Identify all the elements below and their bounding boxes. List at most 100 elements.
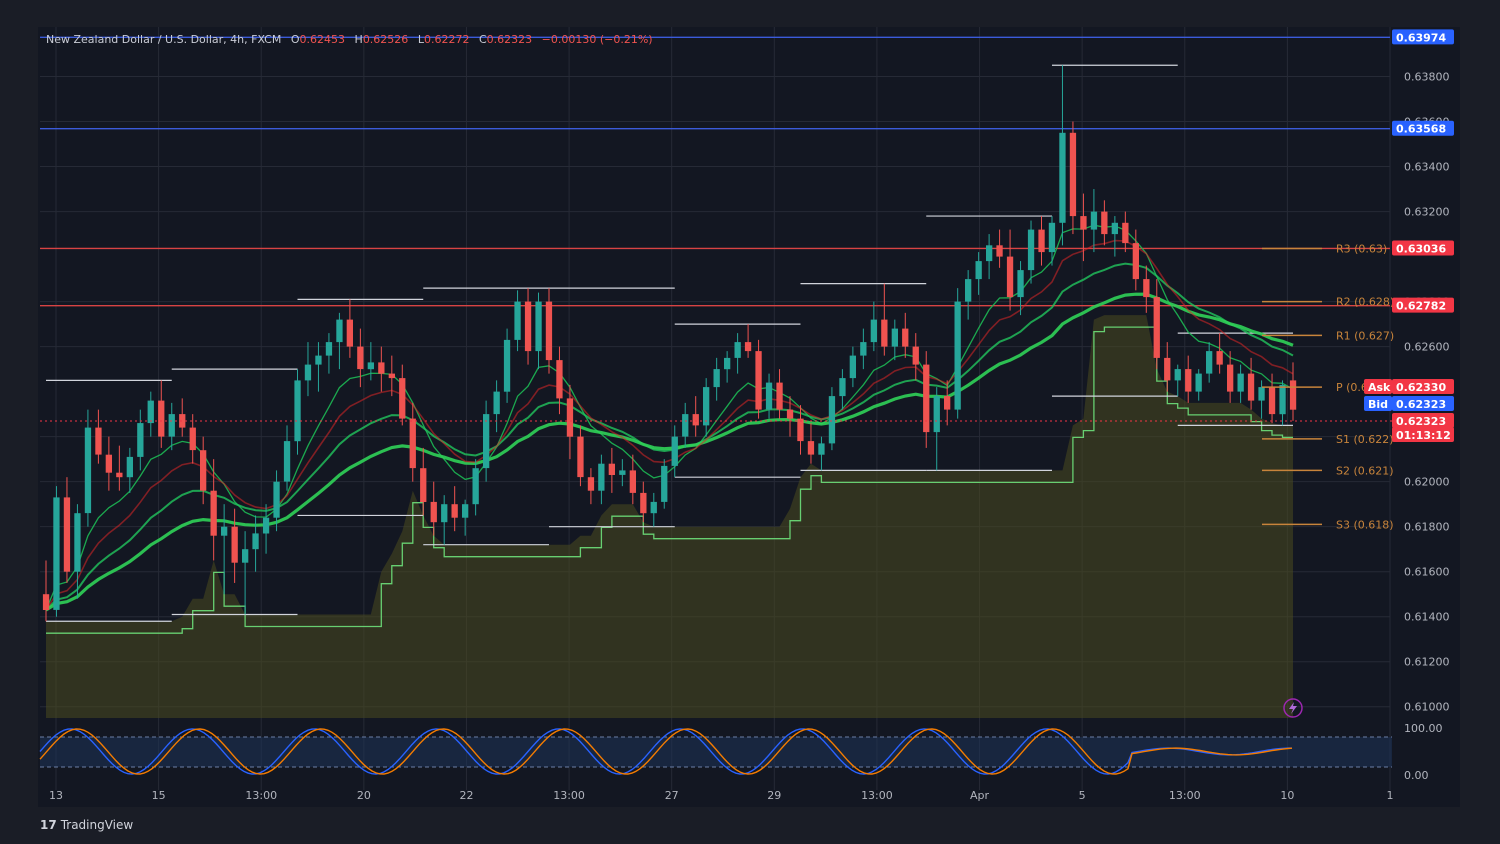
- candle[interactable]: [399, 364, 406, 426]
- tradingview-brand[interactable]: 17 TradingView: [40, 818, 133, 832]
- candle[interactable]: [912, 333, 919, 381]
- candle[interactable]: [608, 447, 615, 493]
- candle[interactable]: [1153, 279, 1160, 370]
- candle[interactable]: [189, 414, 196, 464]
- candle[interactable]: [105, 436, 112, 491]
- candle[interactable]: [1143, 265, 1150, 313]
- candle[interactable]: [147, 391, 154, 437]
- candle[interactable]: [451, 486, 458, 532]
- candle[interactable]: [84, 409, 92, 527]
- candle[interactable]: [891, 319, 898, 361]
- candle[interactable]: [671, 425, 678, 478]
- candle[interactable]: [42, 560, 50, 622]
- candle[interactable]: [734, 333, 741, 374]
- candle[interactable]: [965, 270, 972, 320]
- candle[interactable]: [1122, 211, 1129, 253]
- candle[interactable]: [692, 396, 699, 437]
- candle[interactable]: [556, 346, 563, 415]
- candle[interactable]: [640, 481, 647, 523]
- candle[interactable]: [797, 405, 804, 455]
- candle[interactable]: [703, 378, 710, 437]
- candle[interactable]: [283, 425, 291, 491]
- candle[interactable]: [975, 252, 982, 295]
- candle[interactable]: [724, 351, 731, 383]
- candle[interactable]: [1059, 65, 1066, 246]
- candle[interactable]: [765, 373, 773, 419]
- candle[interactable]: [304, 342, 312, 397]
- candle[interactable]: [1279, 380, 1286, 426]
- candle[interactable]: [179, 398, 186, 437]
- candle[interactable]: [786, 396, 794, 437]
- candle[interactable]: [315, 342, 322, 392]
- candle[interactable]: [420, 447, 427, 516]
- candle[interactable]: [1132, 229, 1139, 291]
- candle[interactable]: [1027, 220, 1035, 284]
- candle[interactable]: [1101, 200, 1108, 246]
- candle[interactable]: [53, 486, 60, 617]
- candle[interactable]: [535, 292, 542, 370]
- candle[interactable]: [524, 288, 532, 365]
- candle[interactable]: [650, 492, 657, 527]
- candle[interactable]: [545, 288, 553, 374]
- candle[interactable]: [1048, 216, 1056, 266]
- candle[interactable]: [231, 508, 238, 583]
- candle[interactable]: [1174, 364, 1181, 397]
- candle[interactable]: [870, 301, 877, 352]
- candle[interactable]: [367, 342, 374, 381]
- candle[interactable]: [587, 468, 595, 505]
- candle[interactable]: [210, 459, 217, 561]
- candle[interactable]: [902, 312, 909, 358]
- candle[interactable]: [1017, 261, 1024, 316]
- candle[interactable]: [818, 436, 825, 471]
- candle[interactable]: [514, 290, 521, 352]
- candle[interactable]: [493, 380, 500, 433]
- candle[interactable]: [95, 409, 102, 464]
- candle[interactable]: [1258, 380, 1265, 419]
- candle[interactable]: [63, 477, 71, 583]
- lightning-icon[interactable]: [1283, 698, 1303, 718]
- candle[interactable]: [661, 459, 668, 509]
- candle[interactable]: [74, 504, 81, 599]
- candle[interactable]: [126, 447, 133, 493]
- candle[interactable]: [713, 357, 720, 401]
- candle[interactable]: [996, 229, 1003, 268]
- candle[interactable]: [388, 355, 395, 397]
- candle[interactable]: [116, 445, 123, 491]
- candle[interactable]: [472, 459, 479, 516]
- candle[interactable]: [503, 328, 511, 403]
- candle[interactable]: [168, 402, 175, 451]
- candle[interactable]: [954, 288, 961, 419]
- candle[interactable]: [944, 380, 951, 426]
- candle[interactable]: [137, 409, 144, 471]
- candle[interactable]: [273, 470, 280, 532]
- candle[interactable]: [221, 504, 228, 595]
- candle[interactable]: [1247, 357, 1255, 410]
- candle[interactable]: [1038, 216, 1045, 266]
- candle[interactable]: [1227, 351, 1234, 403]
- candle[interactable]: [860, 328, 867, 370]
- candle[interactable]: [566, 384, 574, 460]
- candle[interactable]: [378, 346, 385, 392]
- candle[interactable]: [462, 499, 469, 536]
- candle[interactable]: [200, 436, 207, 505]
- candle[interactable]: [1111, 216, 1118, 257]
- candle[interactable]: [839, 369, 846, 410]
- candle[interactable]: [242, 531, 249, 615]
- candle[interactable]: [1185, 355, 1192, 403]
- candle[interactable]: [881, 283, 888, 356]
- candle[interactable]: [598, 454, 605, 505]
- candle[interactable]: [1195, 369, 1202, 401]
- candle[interactable]: [1006, 229, 1014, 311]
- candle[interactable]: [294, 369, 301, 455]
- candle[interactable]: [357, 328, 364, 388]
- candle[interactable]: [744, 324, 752, 358]
- candle[interactable]: [682, 402, 689, 448]
- candle[interactable]: [1090, 189, 1098, 253]
- candle[interactable]: [755, 339, 762, 419]
- candle[interactable]: [252, 515, 259, 572]
- candle[interactable]: [1069, 121, 1077, 235]
- candle[interactable]: [441, 495, 448, 545]
- candle[interactable]: [849, 346, 856, 388]
- candle[interactable]: [158, 380, 165, 448]
